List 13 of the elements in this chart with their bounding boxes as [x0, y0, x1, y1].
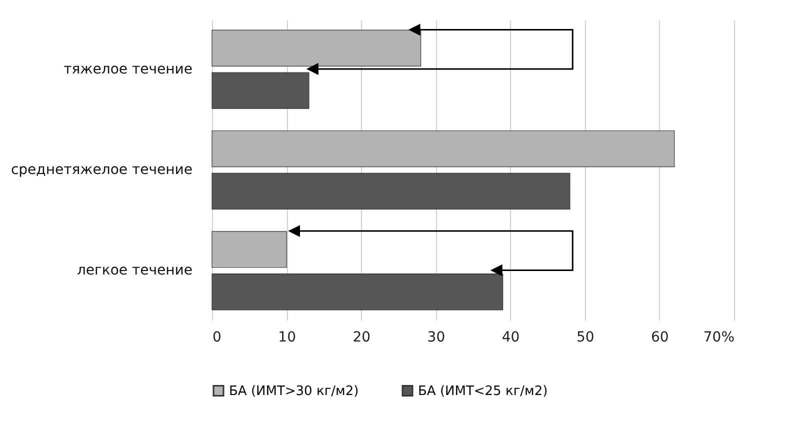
legend-label: БА (ИМТ<25 кг/м2): [418, 384, 548, 399]
x-tick-label: 70%: [703, 330, 734, 346]
legend-label: БА (ИМТ>30 кг/м2): [229, 384, 359, 399]
x-tick-label: 40: [502, 330, 520, 346]
x-tick-label: 60: [651, 330, 669, 346]
x-tick-label: 30: [427, 330, 446, 346]
y-tick-label: легкое течение: [76, 262, 192, 279]
x-tick-label: 0: [212, 330, 222, 346]
x-tick-label: 50: [576, 330, 594, 346]
x-tick-label: 10: [278, 330, 296, 346]
x-tick-label: 20: [352, 330, 371, 346]
y-tick-label: среднетяжелое течение: [10, 162, 192, 178]
y-tick-label: тяжелое течение: [64, 61, 192, 78]
